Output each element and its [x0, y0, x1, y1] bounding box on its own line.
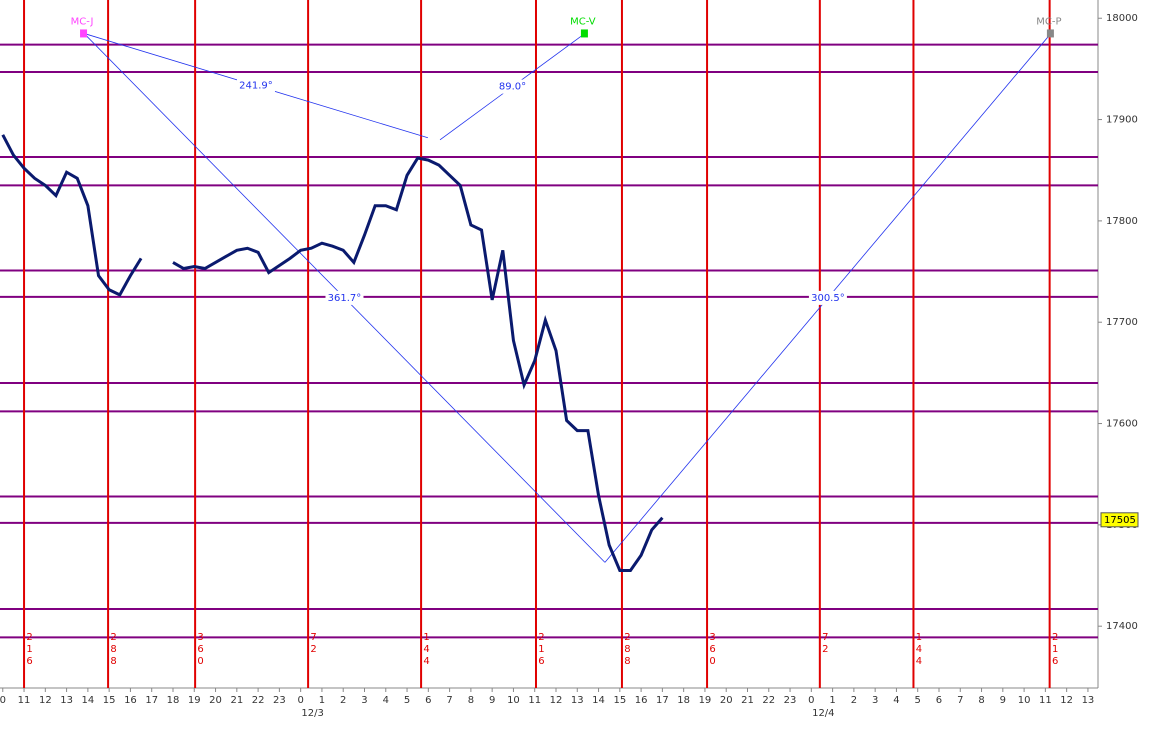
x-tick-label: 17	[656, 695, 669, 706]
x-tick-label: 13	[60, 695, 73, 706]
x-tick-label: 22	[762, 695, 775, 706]
time-line-label: 144	[913, 632, 924, 668]
time-line-label: 360	[195, 632, 206, 668]
x-tick-label: 15	[103, 695, 116, 706]
time-line-label: 72	[820, 632, 831, 656]
x-tick-label: 9	[489, 695, 495, 706]
x-tick-label: 6	[425, 695, 431, 706]
time-line-label: 288	[108, 632, 119, 668]
angle-label: 300.5°	[811, 293, 845, 304]
x-tick-label: 1	[319, 695, 325, 706]
x-tick-label: 10	[507, 695, 520, 706]
angle-label-bg	[808, 290, 847, 305]
marker-label: MC-V	[570, 16, 596, 27]
angle-label-bg	[236, 78, 275, 93]
x-tick-label: 16	[124, 695, 137, 706]
marker	[80, 29, 88, 38]
x-tick-label: 2	[851, 695, 857, 706]
angle-label-bg	[493, 79, 532, 94]
price-line	[172, 156, 664, 572]
time-line-label: 216	[24, 632, 35, 668]
x-tick-label: 15	[613, 695, 626, 706]
x-tick-label: 0	[0, 695, 6, 706]
y-tick-label: 17900	[1106, 115, 1138, 126]
price-line	[1, 134, 143, 297]
x-tick-label: 8	[468, 695, 474, 706]
x-tick-label: 12	[1060, 695, 1073, 706]
x-tick-label: 19	[699, 695, 712, 706]
marker-label: MC-J	[71, 16, 94, 27]
x-tick-label: 14	[592, 695, 605, 706]
x-tick-label: 6	[936, 695, 942, 706]
date-label: 12/4	[812, 708, 834, 719]
x-tick-label: 8	[978, 695, 984, 706]
marker	[580, 29, 588, 38]
x-tick-label: 23	[784, 695, 797, 706]
x-tick-label: 7	[446, 695, 452, 706]
marker	[1046, 29, 1054, 38]
x-tick-label: 21	[741, 695, 754, 706]
angle-label-bg	[325, 290, 364, 305]
x-tick-label: 16	[635, 695, 648, 706]
x-tick-label: 3	[361, 695, 367, 706]
date-label: 12/3	[301, 708, 323, 719]
x-tick-label: 4	[893, 695, 899, 706]
x-tick-label: 20	[209, 695, 222, 706]
angle-label: 89.0°	[499, 82, 526, 93]
x-tick-label: 9	[1000, 695, 1006, 706]
y-tick-label: 18000	[1106, 13, 1138, 24]
x-tick-label: 4	[383, 695, 389, 706]
x-tick-label: 1	[829, 695, 835, 706]
x-tick-label: 23	[273, 695, 286, 706]
x-tick-label: 11	[528, 695, 541, 706]
last-price-label: 17505	[1104, 515, 1136, 526]
y-tick-label: 17700	[1106, 317, 1138, 328]
x-tick-label: 19	[188, 695, 201, 706]
x-tick-label: 0	[808, 695, 814, 706]
x-tick-label: 12	[550, 695, 563, 706]
x-tick-label: 3	[872, 695, 878, 706]
x-tick-label: 5	[404, 695, 410, 706]
y-tick-label: 17800	[1106, 216, 1138, 227]
x-tick-label: 0	[297, 695, 303, 706]
angle-label: 241.9°	[239, 81, 273, 92]
time-line-label: 72	[308, 632, 319, 656]
x-tick-label: 22	[252, 695, 265, 706]
x-tick-label: 17	[145, 695, 158, 706]
x-tick-label: 13	[571, 695, 584, 706]
time-line-label: 144	[421, 632, 432, 668]
last-price-tag	[1100, 512, 1139, 528]
y-tick-label: 17400	[1106, 621, 1138, 632]
time-line-label: 216	[536, 632, 547, 668]
x-tick-label: 18	[167, 695, 180, 706]
time-line-label: 216	[1050, 632, 1061, 668]
x-tick-label: 10	[1018, 695, 1031, 706]
y-tick-label: 17600	[1106, 419, 1138, 430]
x-tick-label: 11	[1039, 695, 1052, 706]
angle-label: 361.7°	[328, 293, 362, 304]
time-line-label: 360	[707, 632, 718, 668]
x-tick-label: 7	[957, 695, 963, 706]
x-tick-label: 11	[18, 695, 31, 706]
marker-label: MC-P	[1036, 16, 1061, 27]
x-tick-label: 14	[82, 695, 95, 706]
time-line-label: 288	[622, 632, 633, 668]
x-tick-label: 21	[230, 695, 243, 706]
x-tick-label: 18	[677, 695, 690, 706]
x-tick-label: 5	[915, 695, 921, 706]
x-tick-label: 20	[720, 695, 733, 706]
x-tick-label: 12	[39, 695, 52, 706]
x-tick-label: 2	[340, 695, 346, 706]
x-tick-label: 13	[1082, 695, 1095, 706]
